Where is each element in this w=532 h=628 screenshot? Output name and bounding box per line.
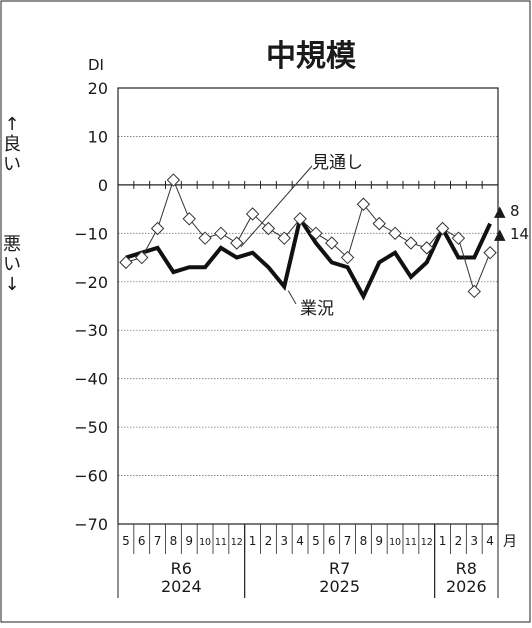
month-label: 11: [215, 537, 227, 548]
month-label: 8: [360, 534, 368, 548]
y-axis-ticks: 20 10 0 −10 −20 −30 −40 −50 −60 −70: [74, 79, 108, 534]
leader-line-gyokyo: [287, 290, 297, 305]
month-label: 4: [296, 534, 304, 548]
diamond-marker: [388, 226, 402, 241]
y-tick-label: −10: [74, 224, 108, 243]
y-tick-label: −50: [74, 418, 108, 437]
y-tick-label: −40: [74, 370, 108, 389]
diamond-marker: [277, 231, 291, 245]
year-label: 2025: [319, 577, 360, 596]
month-label: 1: [249, 534, 257, 548]
chart-title: 中規模: [266, 39, 356, 74]
series-line-gyokyo: [125, 213, 492, 301]
y-tick-label: −30: [74, 321, 108, 340]
y-axis-label: DI: [88, 56, 104, 74]
diamond-marker: [119, 255, 133, 270]
month-label: 6: [138, 534, 146, 548]
plot-area-border: [117, 87, 499, 525]
diamond-marker: [435, 221, 450, 236]
y-tick-label: 0: [98, 176, 108, 195]
diamond-marker: [404, 236, 418, 250]
month-label: 4: [486, 534, 494, 548]
era-label: R7: [329, 559, 350, 578]
month-label: 5: [122, 534, 130, 548]
diamond-marker: [261, 221, 276, 236]
era-label: R8: [456, 559, 477, 578]
diamond-marker: [356, 197, 371, 211]
month-label: 6: [328, 534, 336, 548]
month-label: 2: [265, 534, 273, 548]
diamond-marker: [182, 212, 196, 226]
diamond-marker: [420, 241, 434, 255]
x-axis: 5 6 7 8 9 10 11 12 1 2 3 4 5 6 7 8 9 10 11 12 1 2 3 4 月R62024R72…: [117, 524, 517, 598]
month-label: 11: [405, 537, 417, 548]
series-label-gyokyo: 業況: [300, 299, 334, 319]
y-tick-label: −20: [74, 273, 108, 292]
diamond-marker: [325, 236, 339, 250]
y-tick-label: −70: [74, 515, 108, 534]
diamond-marker: [198, 231, 212, 245]
y-tick-label: −60: [74, 467, 108, 486]
y-tick-label: 10: [88, 127, 108, 146]
series-group: [119, 173, 497, 301]
leader-line-mitoshi: [240, 165, 313, 248]
month-label: 9: [375, 534, 383, 548]
diamond-marker: [483, 246, 497, 260]
diamond-marker: [166, 173, 181, 187]
bad-direction-label: 悪い↓: [3, 234, 21, 295]
diamond-marker: [230, 236, 244, 250]
diamond-marker: [293, 212, 307, 226]
month-label: 10: [199, 537, 211, 548]
grid-lines: [117, 136, 499, 476]
annotation-marker: ▲: [494, 202, 506, 220]
good-direction-label: ↑良い: [3, 114, 21, 175]
era-label: R6: [171, 559, 192, 578]
diamond-marker: [245, 207, 260, 221]
annotation-value: 14: [510, 225, 529, 243]
diamond-marker: [135, 250, 149, 265]
y-tick-label: 20: [88, 79, 108, 98]
annotation-value: 8: [510, 202, 520, 220]
diamond-marker: [150, 221, 165, 236]
diamond-marker: [309, 226, 323, 241]
diamond-marker: [214, 226, 228, 241]
month-label: 7: [154, 534, 162, 548]
series-label-mitoshi: 見通し: [312, 153, 363, 173]
month-label: 12: [421, 537, 433, 548]
month-label: 5: [312, 534, 320, 548]
annotation-marker: ▲: [494, 225, 506, 243]
month-label: 7: [344, 534, 352, 548]
month-label: 9: [185, 534, 193, 548]
diamond-marker: [467, 284, 481, 299]
diamond-marker: [340, 250, 355, 265]
month-label: 12: [231, 537, 243, 548]
diamond-marker: [372, 216, 386, 231]
month-label: 1: [439, 534, 447, 548]
month-label: 10: [389, 537, 401, 548]
month-label: 2: [455, 534, 463, 548]
year-label: 2024: [161, 577, 202, 596]
month-label: 3: [470, 534, 478, 548]
month-label: 8: [170, 534, 178, 548]
month-unit-label: 月: [503, 534, 517, 550]
month-label: 3: [280, 534, 288, 548]
diamond-marker: [451, 231, 466, 245]
year-label: 2026: [446, 577, 487, 596]
